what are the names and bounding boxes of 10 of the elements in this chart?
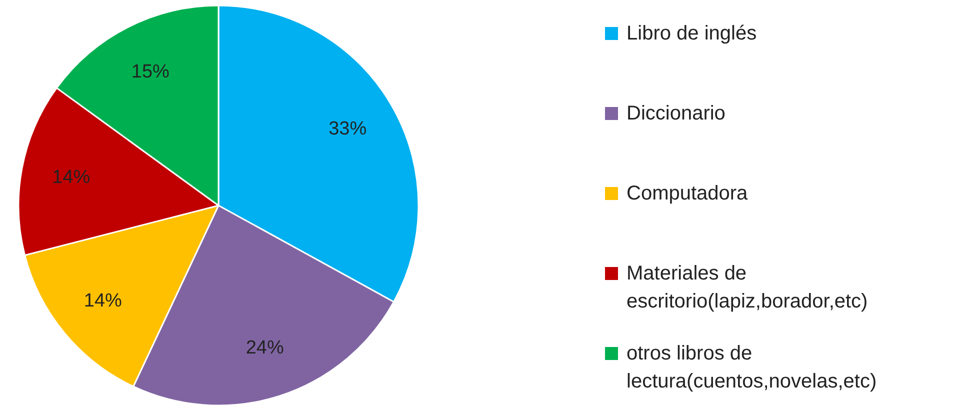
legend-label: Materiales de escritorio(lapiz,borador,etc) — [626, 262, 868, 312]
data-label: 14% — [84, 290, 122, 312]
legend-label: Diccionario — [626, 102, 726, 124]
data-label: 15% — [131, 61, 170, 82]
legend-label: Computadora — [626, 182, 749, 204]
legend-label: Libro de inglés — [626, 22, 757, 44]
data-label: 14% — [52, 166, 90, 188]
data-label: 24% — [246, 338, 284, 359]
legend-label: otros libros de lectura(cuentos,novelas,etc) — [626, 342, 877, 392]
data-label: 33% — [328, 118, 367, 140]
